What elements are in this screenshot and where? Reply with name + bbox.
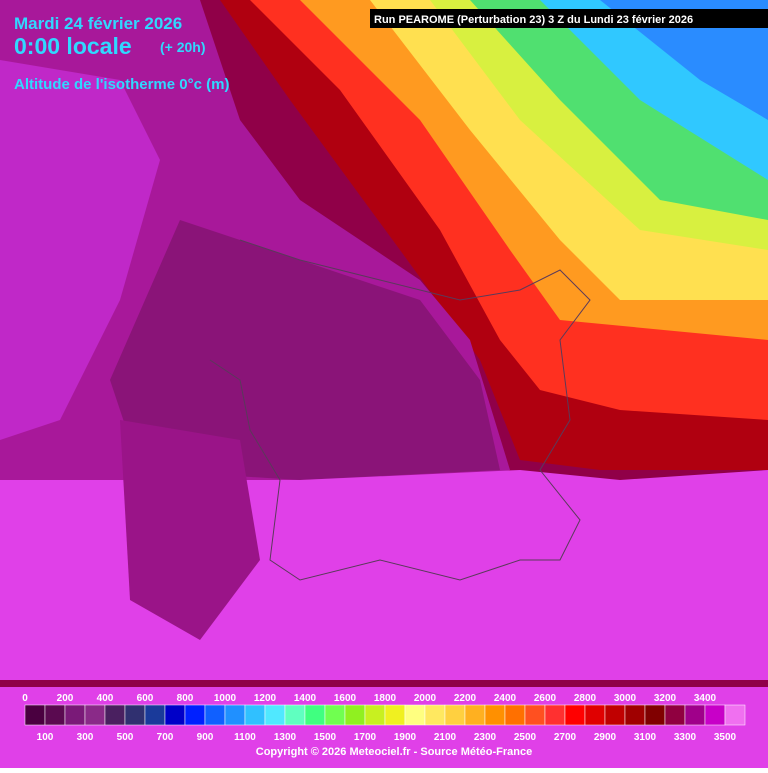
legend-label: 200 xyxy=(57,693,74,704)
legend-swatch xyxy=(104,704,126,726)
legend-label: 400 xyxy=(97,693,114,704)
legend-label: 2500 xyxy=(514,732,537,743)
field-darkpurple xyxy=(110,220,500,480)
legend-label: 600 xyxy=(137,693,154,704)
legend-swatch xyxy=(204,704,226,726)
legend-label: 1300 xyxy=(274,732,297,743)
legend-swatch xyxy=(644,704,666,726)
legend-swatch xyxy=(24,704,46,726)
legend-label: 2700 xyxy=(554,732,577,743)
legend-label: 1900 xyxy=(394,732,417,743)
parameter-label: Altitude de l'isotherme 0°c (m) xyxy=(14,76,229,93)
legend-swatch xyxy=(684,704,706,726)
legend-label: 2300 xyxy=(474,732,497,743)
legend-label: 900 xyxy=(197,732,214,743)
legend-swatch xyxy=(444,704,466,726)
legend-label: 2100 xyxy=(434,732,457,743)
legend-swatch xyxy=(384,704,406,726)
legend: 0 200 400 600 800 1000 1200 1400 1600 1800 2000 220… xyxy=(22,693,746,743)
legend-swatch xyxy=(324,704,346,726)
legend-label: 2200 xyxy=(454,693,477,704)
field-magenta xyxy=(0,470,768,680)
legend-swatch xyxy=(344,704,366,726)
legend-label: 100 xyxy=(37,732,54,743)
time-label: 0:00 locale xyxy=(14,33,132,59)
legend-label: 2800 xyxy=(574,693,597,704)
legend-label: 3400 xyxy=(694,693,717,704)
legend-label: 300 xyxy=(77,732,94,743)
legend-swatch xyxy=(404,704,426,726)
legend-swatch xyxy=(64,704,86,726)
run-label: Run PEAROME (Perturbation 23) 3 Z du Lun… xyxy=(374,14,693,26)
field-west-purple xyxy=(0,60,160,440)
legend-background xyxy=(0,687,768,768)
legend-label: 3000 xyxy=(614,693,637,704)
legend-label: 3200 xyxy=(654,693,677,704)
legend-label: 1400 xyxy=(294,693,317,704)
legend-label: 700 xyxy=(157,732,174,743)
legend-label: 3300 xyxy=(674,732,697,743)
legend-swatch xyxy=(284,704,306,726)
legend-swatch xyxy=(604,704,626,726)
legend-swatch xyxy=(544,704,566,726)
border-line xyxy=(209,239,591,581)
legend-swatch xyxy=(524,704,546,726)
legend-label: 1100 xyxy=(234,732,256,743)
legend-label: 1000 xyxy=(214,693,237,704)
legend-swatch xyxy=(224,704,246,726)
legend-swatch xyxy=(704,704,726,726)
lead-label: (+ 20h) xyxy=(160,39,206,55)
legend-swatch xyxy=(464,704,486,726)
date-label: Mardi 24 février 2026 xyxy=(14,14,182,33)
legend-swatch xyxy=(724,704,746,726)
legend-label: 3100 xyxy=(634,732,657,743)
legend-label: 1200 xyxy=(254,693,277,704)
legend-swatch xyxy=(164,704,186,726)
legend-swatch xyxy=(304,704,326,726)
legend-swatch xyxy=(244,704,266,726)
legend-label: 1500 xyxy=(314,732,337,743)
legend-label: 1700 xyxy=(354,732,377,743)
legend-swatch xyxy=(144,704,166,726)
legend-label: 2900 xyxy=(594,732,617,743)
legend-swatch xyxy=(504,704,526,726)
legend-swatch xyxy=(124,704,146,726)
legend-swatch xyxy=(44,704,66,726)
legend-swatch xyxy=(624,704,646,726)
legend-label: 1800 xyxy=(374,693,397,704)
legend-swatch xyxy=(484,704,506,726)
legend-swatch xyxy=(364,704,386,726)
legend-label: 1600 xyxy=(334,693,357,704)
legend-label: 2000 xyxy=(414,693,437,704)
legend-swatch xyxy=(664,704,686,726)
legend-swatch xyxy=(424,704,446,726)
legend-swatch xyxy=(264,704,286,726)
legend-swatch xyxy=(584,704,606,726)
legend-swatch xyxy=(184,704,206,726)
legend-label: 0 xyxy=(22,693,28,704)
legend-label: 2400 xyxy=(494,693,517,704)
legend-swatch xyxy=(84,704,106,726)
copyright: Copyright © 2026 Meteociel.fr - Source M… xyxy=(256,746,532,758)
legend-swatch xyxy=(564,704,586,726)
legend-label: 3500 xyxy=(714,732,737,743)
field-sw-purple xyxy=(120,420,260,640)
legend-label: 2600 xyxy=(534,693,557,704)
legend-label: 500 xyxy=(117,732,134,743)
run-banner xyxy=(370,9,768,28)
legend-label: 800 xyxy=(177,693,194,704)
